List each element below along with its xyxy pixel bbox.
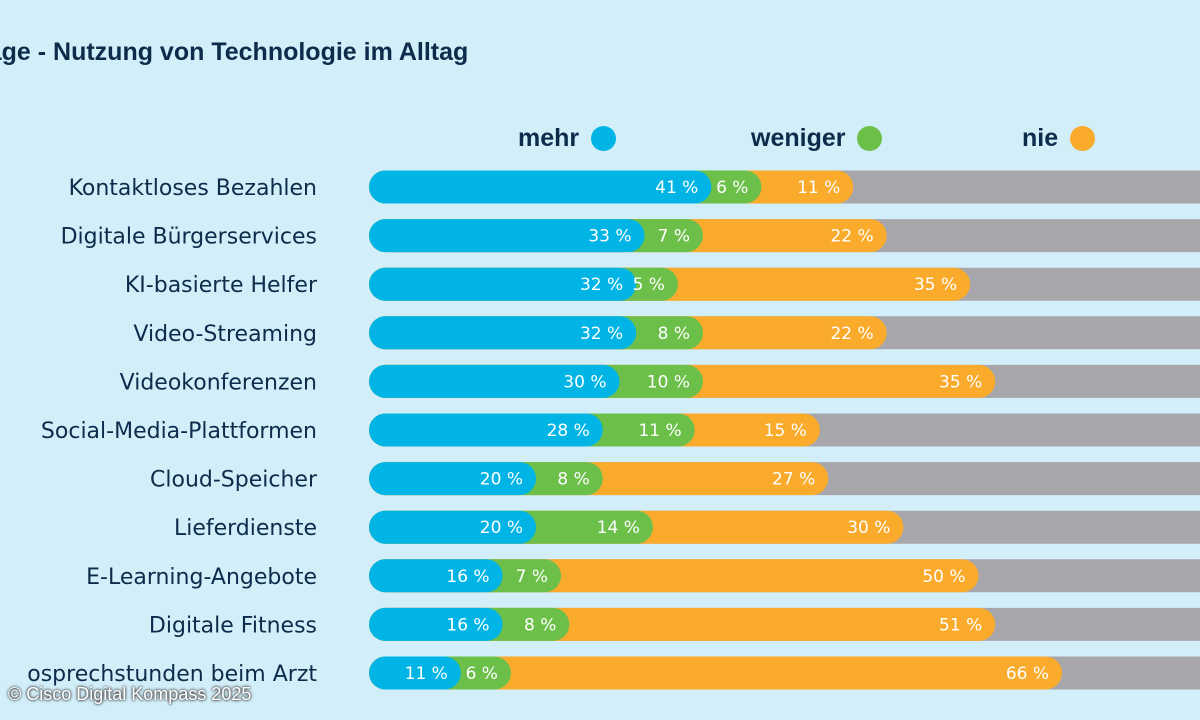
- category-label: Digitale Fitness: [149, 613, 317, 638]
- bar-row-osprechstunden-beim-arzt: osprechstunden beim Arzt 11 % 6 % 66 %: [27, 656, 1200, 690]
- bar-segment-mehr: [369, 607, 503, 641]
- value-label-weniger: 11 %: [638, 421, 681, 441]
- legend-label-nie: nie: [1022, 124, 1059, 152]
- value-label-nie: 22 %: [830, 227, 873, 247]
- bar-row-social-media-plattformen: Social-Media-Plattformen 28 % 11 % 15 %: [41, 413, 1200, 447]
- value-label-weniger: 8 %: [557, 470, 589, 490]
- value-label-nie: 15 %: [764, 421, 807, 441]
- bar-segment-mehr: [369, 656, 461, 690]
- value-label-mehr: 28 %: [547, 421, 590, 441]
- value-label-nie: 50 %: [922, 567, 965, 587]
- value-label-weniger: 7 %: [516, 567, 548, 587]
- bar-row-videokonferenzen: Videokonferenzen 30 % 10 % 35 %: [120, 364, 1200, 398]
- value-label-weniger: 8 %: [658, 324, 690, 344]
- category-label: Cloud-Speicher: [150, 468, 318, 493]
- value-label-mehr: 20 %: [480, 518, 523, 538]
- value-label-weniger: 10 %: [647, 372, 690, 392]
- value-label-nie: 66 %: [1006, 664, 1049, 684]
- category-label: osprechstunden beim Arzt: [27, 662, 317, 687]
- bar-row-ki-basierte-helfer: KI-basierte Helfer 32 % 5 % 35 %: [125, 267, 1200, 301]
- chart-title: rage - Nutzung von Technologie im Alltag: [0, 38, 469, 66]
- value-label-mehr: 33 %: [588, 227, 631, 247]
- value-label-weniger: 6 %: [716, 178, 748, 198]
- category-label: Video-Streaming: [133, 322, 317, 347]
- category-label: KI-basierte Helfer: [125, 273, 318, 298]
- source-credit: © Cisco Digital Kompass 2025: [8, 684, 252, 704]
- legend-dot-weniger-icon: [857, 126, 883, 151]
- category-label: Videokonferenzen: [120, 370, 317, 395]
- value-label-mehr: 32 %: [580, 324, 623, 344]
- category-label: Kontaktloses Bezahlen: [69, 176, 317, 201]
- bar-segment-mehr: [369, 219, 645, 253]
- bar-segment-mehr: [369, 316, 637, 350]
- value-label-weniger: 14 %: [597, 518, 640, 538]
- bar-row-cloud-speicher: Cloud-Speicher 20 % 8 % 27 %: [150, 462, 1200, 496]
- category-label: Lieferdienste: [174, 516, 317, 541]
- bar-row-video-streaming: Video-Streaming 32 % 8 % 22 %: [133, 316, 1200, 350]
- value-label-nie: 11 %: [797, 178, 840, 198]
- value-label-mehr: 41 %: [655, 178, 698, 198]
- value-label-weniger: 5 %: [633, 275, 665, 295]
- bar-row-kontaktloses-bezahlen: Kontaktloses Bezahlen 41 % 6 % 11 %: [69, 170, 1200, 204]
- value-label-nie: 35 %: [914, 275, 957, 295]
- value-label-mehr: 20 %: [480, 470, 523, 490]
- bar-segment-mehr: [369, 267, 637, 301]
- bar-segment-mehr: [369, 364, 620, 398]
- bar-row-lieferdienste: Lieferdienste 20 % 14 % 30 %: [174, 510, 1200, 544]
- bar-row-digitale-fitness: Digitale Fitness 16 % 8 % 51 %: [149, 607, 1200, 641]
- legend-dot-nie-icon: [1070, 126, 1096, 151]
- legend-dot-mehr-icon: [591, 126, 617, 151]
- legend-label-weniger: weniger: [751, 124, 846, 152]
- value-label-nie: 30 %: [847, 518, 890, 538]
- legend-item-mehr: mehr: [518, 124, 617, 153]
- value-label-mehr: 11 %: [405, 664, 448, 684]
- category-label: Social-Media-Plattformen: [41, 419, 317, 444]
- value-label-nie: 51 %: [939, 615, 982, 635]
- bar-segment-mehr: [369, 413, 603, 447]
- category-label: E-Learning-Angebote: [86, 565, 317, 590]
- value-label-nie: 22 %: [830, 324, 873, 344]
- bar-segment-mehr: [369, 559, 503, 593]
- value-label-weniger: 7 %: [658, 227, 690, 247]
- bar-row-digitale-b-rgerservices: Digitale Bürgerservices 33 % 7 % 22 %: [61, 219, 1200, 253]
- value-label-weniger: 6 %: [466, 664, 498, 684]
- value-label-mehr: 16 %: [446, 567, 489, 587]
- legend-item-nie: nie: [1022, 124, 1096, 153]
- bar-segment-mehr: [369, 462, 536, 496]
- value-label-nie: 27 %: [772, 470, 815, 490]
- bar-segment-mehr: [369, 170, 712, 204]
- value-label-mehr: 32 %: [580, 275, 623, 295]
- value-label-nie: 35 %: [939, 372, 982, 392]
- legend-label-mehr: mehr: [518, 124, 580, 152]
- category-label: Digitale Bürgerservices: [61, 225, 317, 250]
- bar-row-e-learning-angebote: E-Learning-Angebote 16 % 7 % 50 %: [86, 559, 1200, 593]
- value-label-weniger: 8 %: [524, 615, 556, 635]
- bar-segment-mehr: [369, 510, 536, 544]
- value-label-mehr: 16 %: [446, 615, 489, 635]
- bar-segment-nie: [369, 656, 1063, 690]
- value-label-mehr: 30 %: [563, 372, 606, 392]
- legend-item-weniger: weniger: [751, 124, 883, 153]
